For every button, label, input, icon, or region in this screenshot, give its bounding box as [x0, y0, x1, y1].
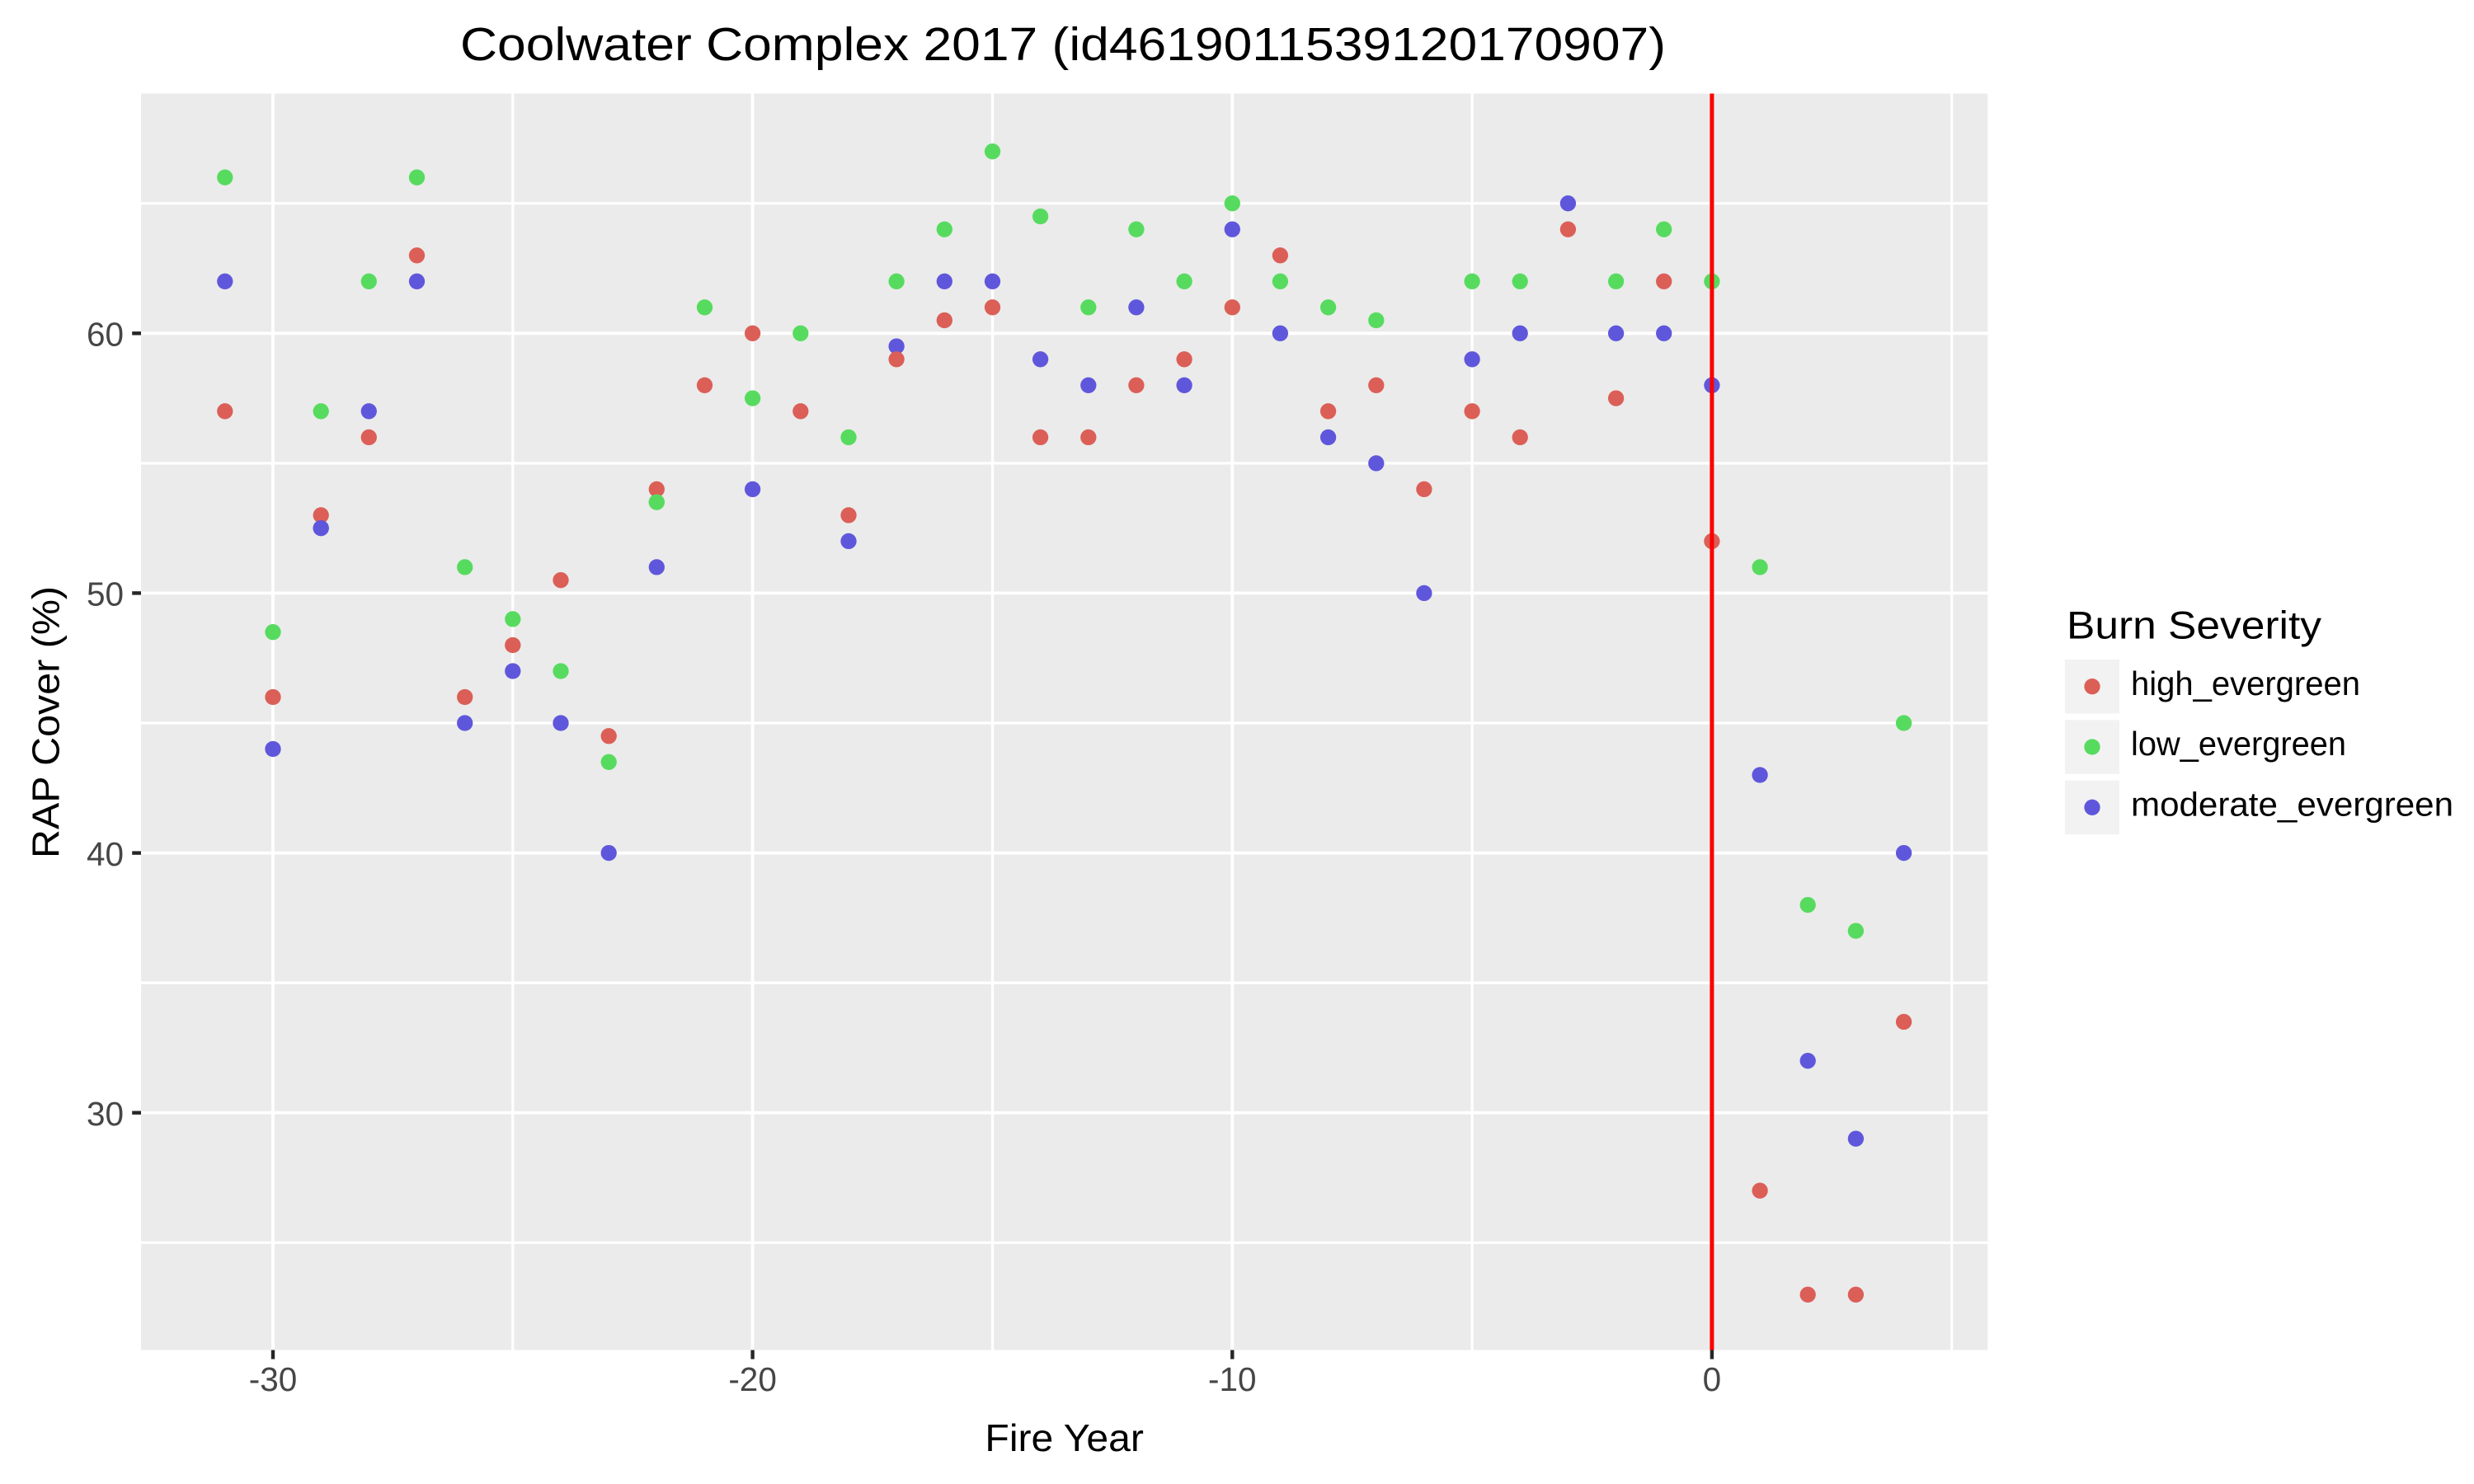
svg-text:-30: -30	[249, 1360, 298, 1398]
svg-text:40: 40	[87, 835, 124, 873]
svg-text:-20: -20	[728, 1360, 777, 1398]
svg-text:60: 60	[87, 316, 124, 354]
svg-text:RAP Cover (%): RAP Cover (%)	[25, 586, 68, 858]
svg-text:high_evergreen: high_evergreen	[2131, 665, 2360, 702]
svg-text:moderate_evergreen: moderate_evergreen	[2131, 785, 2453, 823]
svg-text:-10: -10	[1208, 1360, 1257, 1398]
svg-text:Coolwater Complex 2017 (id4619: Coolwater Complex 2017 (id46190115391201…	[460, 18, 1666, 71]
svg-text:0: 0	[1703, 1360, 1722, 1398]
svg-text:Fire Year: Fire Year	[985, 1416, 1144, 1459]
svg-text:Burn Severity: Burn Severity	[2067, 604, 2321, 648]
svg-text:low_evergreen: low_evergreen	[2131, 725, 2346, 763]
svg-text:50: 50	[87, 575, 124, 613]
svg-text:30: 30	[87, 1095, 124, 1133]
